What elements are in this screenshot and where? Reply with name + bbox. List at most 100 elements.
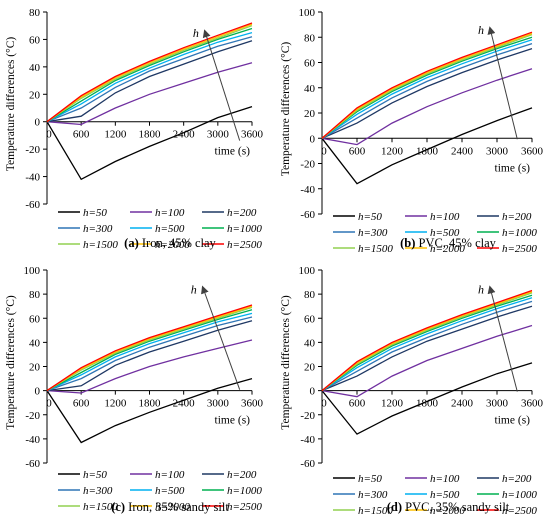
x-tick-label: 600 xyxy=(73,129,90,141)
series-line-h-300 xyxy=(46,316,253,392)
y-tick-label: -40 xyxy=(300,434,315,446)
y-axis-label: Temperature differences (°C) xyxy=(280,295,292,430)
legend-label: h=2500 xyxy=(502,505,537,517)
legend-label: h=1000 xyxy=(502,227,537,239)
caption-text: Iron, 35% sandy silt xyxy=(125,500,229,514)
legend-label: h=200 xyxy=(227,207,257,219)
legend-item: h=300 xyxy=(58,223,113,235)
legend-label: h=1500 xyxy=(358,505,393,517)
legend-item: h=200 xyxy=(202,469,257,481)
series-line-h-1000 xyxy=(321,36,533,139)
series-line-h-100 xyxy=(321,68,533,146)
series-line-h-1000 xyxy=(46,27,253,123)
x-tick-label: 1200 xyxy=(381,398,404,410)
legend-item: h=2500 xyxy=(202,501,262,513)
x-tick-label: 600 xyxy=(349,398,366,410)
x-tick-label: 1200 xyxy=(104,129,127,141)
legend-label: h=2000 xyxy=(155,501,190,513)
series-line-h-2500 xyxy=(46,22,253,123)
series-line-h-200 xyxy=(321,47,533,139)
y-tick-label: 20 xyxy=(304,362,316,374)
series-line-h-1000 xyxy=(46,309,253,392)
legend-label: h=50 xyxy=(83,469,107,481)
legend-item: h=1000 xyxy=(477,227,537,239)
x-tick-label: 3600 xyxy=(241,398,264,410)
legend-label: h=50 xyxy=(358,211,382,223)
legend-label: h=100 xyxy=(155,207,185,219)
legend-label: h=300 xyxy=(358,489,388,501)
legend-item: h=1000 xyxy=(477,489,537,501)
caption: (c) Iron, 35% sandy silt xyxy=(111,500,229,514)
series-line-h-200 xyxy=(321,305,533,392)
series-line-h-100 xyxy=(321,324,533,398)
series-line-h-300 xyxy=(46,36,253,123)
y-tick-label: -40 xyxy=(300,184,315,196)
legend-label: h=500 xyxy=(155,223,185,235)
legend-label: h=1500 xyxy=(83,501,118,513)
legend-item: h=100 xyxy=(405,211,460,223)
legend-item: h=100 xyxy=(130,207,185,219)
y-tick-label: -40 xyxy=(25,172,40,184)
legend-item: h=1500 xyxy=(58,239,118,251)
y-tick-label: 60 xyxy=(304,58,316,70)
x-tick-label: 0 xyxy=(321,398,327,410)
legend-item: h=500 xyxy=(405,489,460,501)
series-line-h-1500 xyxy=(46,25,253,123)
legend-item: h=1500 xyxy=(58,501,118,513)
x-tick-label: 1200 xyxy=(381,145,404,157)
series-line-h-2000 xyxy=(321,291,533,392)
x-axis-label: time (s) xyxy=(495,162,531,174)
legend-label: h=2000 xyxy=(155,239,190,251)
legend-item: h=1000 xyxy=(202,223,262,235)
y-tick-label: 40 xyxy=(29,337,41,349)
x-tick-label: 2400 xyxy=(451,145,474,157)
chart-panel-1: -60 -40 -20 0 20 40 60 80 0 600 1200 1800 2400 3000 36… xyxy=(5,7,264,251)
legend-label: h=50 xyxy=(83,207,107,219)
legend-item: h=300 xyxy=(333,489,388,501)
y-tick-label: 40 xyxy=(304,83,316,95)
series-line-h-2500 xyxy=(321,31,533,139)
legend-item: h=50 xyxy=(333,473,382,485)
legend-label: h=100 xyxy=(430,211,460,223)
legend-item: h=1000 xyxy=(202,485,262,497)
series-line-h-2000 xyxy=(46,23,253,123)
y-tick-label: 100 xyxy=(299,7,316,19)
y-tick-label: 20 xyxy=(29,362,41,374)
y-tick-label: 20 xyxy=(304,108,316,120)
trend-arrow xyxy=(201,285,241,390)
legend-item: h=500 xyxy=(130,223,185,235)
legend-label: h=2000 xyxy=(430,505,465,517)
y-tick-label: -60 xyxy=(25,458,40,470)
legend-item: h=200 xyxy=(477,473,532,485)
x-tick-label: 0 xyxy=(46,398,52,410)
legend-item: h=2000 xyxy=(130,239,190,251)
legend-item: h=2500 xyxy=(202,239,262,251)
y-tick-label: 60 xyxy=(29,313,41,325)
legend-label: h=1000 xyxy=(502,489,537,501)
x-tick-label: 3600 xyxy=(521,145,544,157)
caption-label: (a) xyxy=(124,236,139,250)
x-tick-label: 2400 xyxy=(451,398,474,410)
x-tick-label: 2400 xyxy=(173,129,196,141)
legend-item: h=200 xyxy=(477,211,532,223)
series-line-h-2500 xyxy=(321,289,533,392)
series-line-h-50 xyxy=(321,362,533,435)
x-axis-label: time (s) xyxy=(215,146,251,158)
caption-label: (b) xyxy=(400,236,415,250)
series-line-h-50 xyxy=(46,377,253,444)
annotation-h: h xyxy=(193,26,199,40)
series-line-h-50 xyxy=(321,107,533,185)
legend-item: h=2000 xyxy=(130,501,190,513)
legend-label: h=1000 xyxy=(227,223,262,235)
legend-label: h=100 xyxy=(430,473,460,485)
y-axis-label: Temperature differences (°C) xyxy=(280,42,292,177)
x-tick-label: 3000 xyxy=(207,129,230,141)
series-line-h-2000 xyxy=(321,32,533,139)
trend-arrow xyxy=(487,26,518,140)
series-line-h-1500 xyxy=(46,306,253,392)
y-tick-label: 60 xyxy=(29,34,41,46)
legend-item: h=500 xyxy=(130,485,185,497)
x-tick-label: 600 xyxy=(73,398,90,410)
legend-item: h=300 xyxy=(58,485,113,497)
legend-label: h=300 xyxy=(358,227,388,239)
